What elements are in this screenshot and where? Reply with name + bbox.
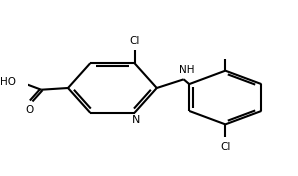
- Text: HO: HO: [0, 77, 16, 87]
- Text: O: O: [26, 105, 34, 115]
- Text: Cl: Cl: [129, 36, 140, 46]
- Text: NH: NH: [179, 65, 194, 75]
- Text: Cl: Cl: [220, 142, 231, 152]
- Text: N: N: [132, 115, 140, 125]
